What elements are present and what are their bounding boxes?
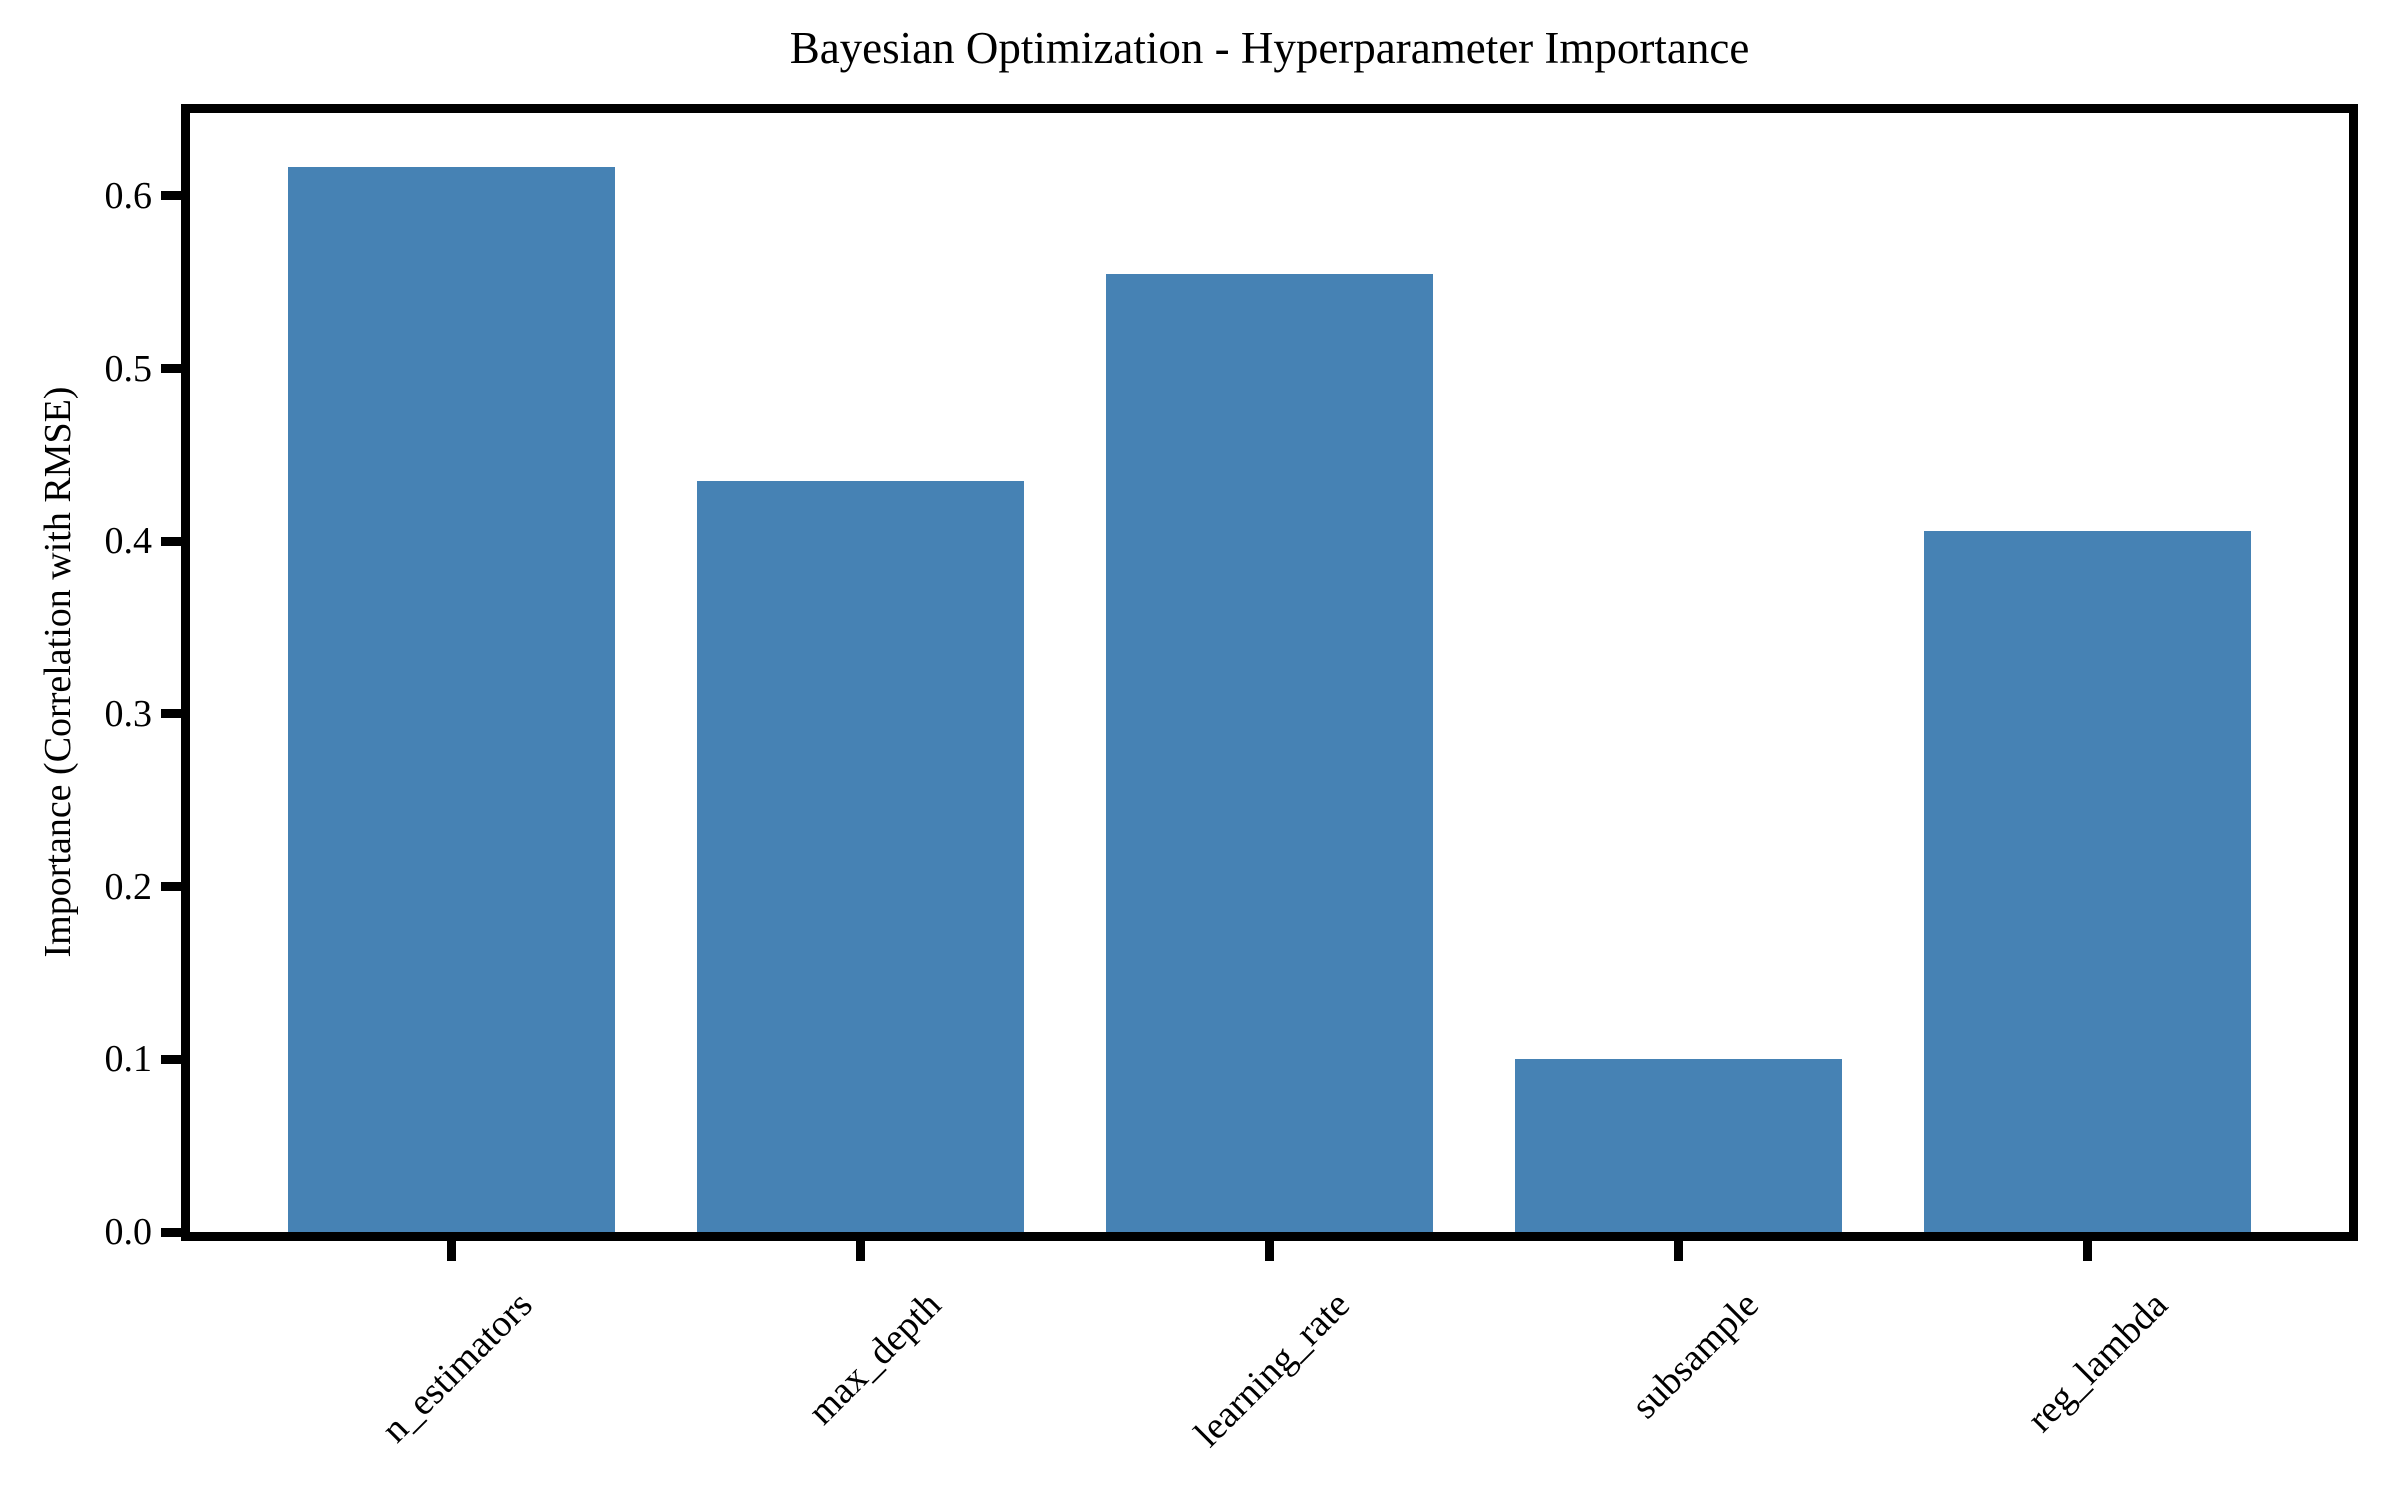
x-tick-mark (1673, 1241, 1683, 1261)
y-tick-label: 0.6 (104, 174, 153, 217)
x-tick-mark (447, 1241, 457, 1261)
bar-subsample (1514, 1059, 1842, 1232)
y-tick-label: 0.1 (104, 1038, 153, 1081)
x-tick-label-subsample: subsample (1623, 1283, 1767, 1427)
y-tick-mark (161, 536, 181, 546)
y-tick-mark (161, 882, 181, 892)
x-tick-label-max_depth: max_depth (799, 1283, 950, 1433)
x-tick-label-reg_lambda: reg_lambda (2019, 1283, 2176, 1441)
x-tick-mark (1265, 1241, 1274, 1261)
bar-max_depth (697, 480, 1025, 1232)
y-tick-label: 0.5 (104, 347, 153, 390)
x-tick-label-learning_rate: learning_rate (1186, 1283, 1358, 1456)
x-tick-label-n_estimators: n_estimators (373, 1283, 541, 1451)
x-tick-mark (856, 1241, 866, 1261)
bar-n_estimators (288, 166, 616, 1232)
y-tick-label: 0.3 (104, 692, 153, 735)
y-tick-mark (161, 709, 181, 719)
y-tick-label: 0.0 (104, 1211, 153, 1253)
chart-title: Bayesian Optimization - Hyperparameter I… (789, 23, 1750, 73)
y-tick-mark (161, 1054, 181, 1064)
y-tick-label: 0.2 (104, 865, 153, 908)
y-tick-mark (161, 1227, 181, 1237)
bar-reg_lambda (1923, 530, 2251, 1232)
y-tick-label: 0.4 (104, 520, 153, 563)
bar-learning_rate (1105, 273, 1433, 1232)
plot-area (181, 104, 2358, 1241)
y-tick-mark (161, 191, 181, 201)
y-tick-mark (161, 364, 181, 374)
x-tick-mark (2082, 1241, 2092, 1261)
